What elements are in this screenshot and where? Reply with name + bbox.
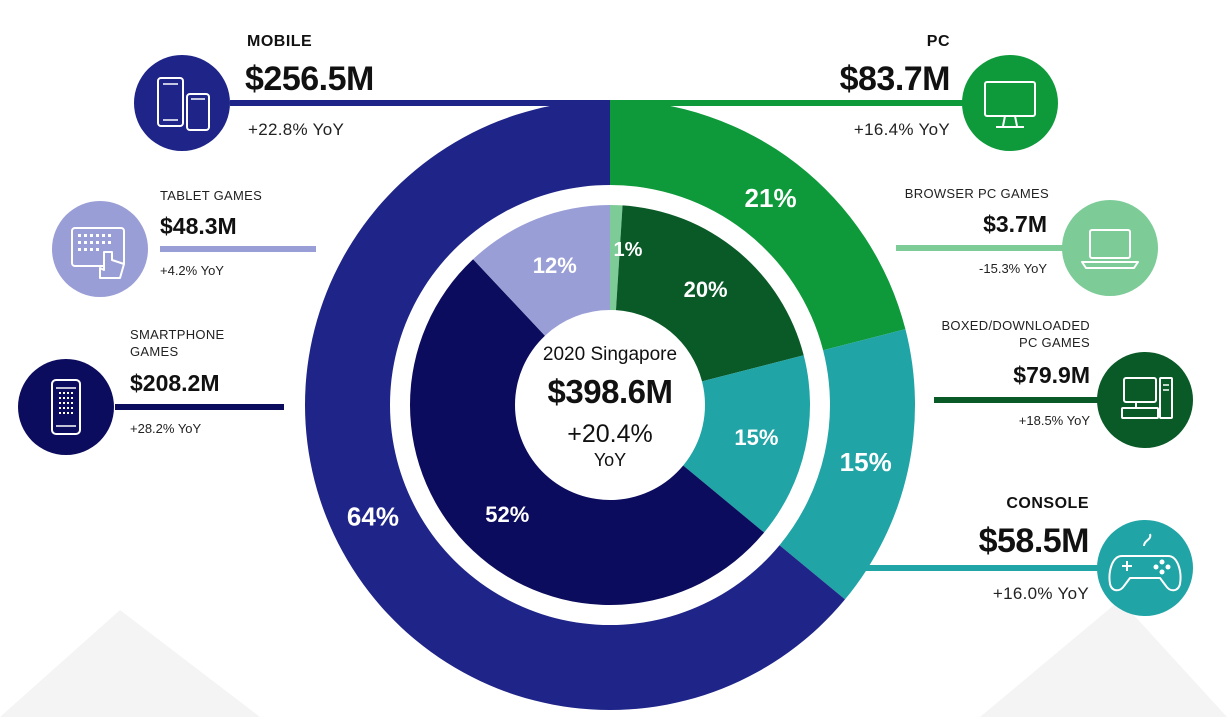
- laptop-icon: [1062, 200, 1158, 296]
- desktop-computer-icon: [1097, 352, 1193, 448]
- center-total: $398.6M: [547, 373, 673, 410]
- smartphone-category-line1: SMARTPHONE: [130, 327, 225, 342]
- inner-slice-smartphone-games: [409, 259, 765, 606]
- inner-label-smartphone-games: 52%: [485, 502, 529, 527]
- center-title: 2020 Singapore: [542, 344, 678, 365]
- slice-labels: 21% 15% 64% 1% 20% 15% 52% 12%: [347, 183, 892, 532]
- tablet-value: $48.3M: [160, 213, 237, 239]
- inner-label-tablet-games: 12%: [533, 253, 577, 278]
- mobile-devices-icon: [134, 55, 230, 151]
- background-shape: [0, 610, 260, 717]
- browser-yoy: -15.3% YoY: [979, 261, 1047, 276]
- outer-label-console: 15%: [840, 447, 892, 477]
- outer-slice-pc: [610, 100, 906, 351]
- outer-ring: [305, 100, 915, 710]
- boxed-category-line1: BOXED/DOWNLOADED: [941, 318, 1090, 333]
- pc-value: $83.7M: [839, 60, 951, 98]
- outer-label-pc: 21%: [745, 183, 797, 213]
- inner-label-boxed-downloaded-pc-games: 20%: [684, 277, 728, 302]
- mobile-yoy: +22.8% YoY: [248, 120, 345, 139]
- tablet-touch-icon: [52, 201, 148, 297]
- boxed-category-line2: PC GAMES: [1018, 335, 1090, 350]
- center-growth-unit: YoY: [593, 450, 627, 470]
- browser-value: $3.7M: [983, 211, 1047, 237]
- center-growth: +20.4%: [567, 420, 653, 448]
- inner-slice-console: [683, 355, 810, 533]
- inner-slice-browser-pc-games: [610, 205, 623, 311]
- pc-category: PC: [926, 33, 950, 50]
- monitor-icon: [962, 55, 1058, 151]
- browser-category: BROWSER PC GAMES: [904, 186, 1049, 201]
- boxed-yoy: +18.5% YoY: [1018, 413, 1090, 428]
- outer-label-mobile: 64%: [347, 502, 399, 532]
- console-yoy: +16.0% YoY: [992, 584, 1089, 603]
- inner-slice-boxed-downloaded-pc-games: [615, 205, 804, 382]
- tablet-yoy: +4.2% YoY: [160, 263, 224, 278]
- outer-slice-console: [779, 329, 915, 600]
- mobile-value: $256.5M: [245, 60, 374, 98]
- inner-label-console: 15%: [734, 425, 778, 450]
- smartphone-value: $208.2M: [130, 370, 220, 396]
- tablet-category: TABLET GAMES: [160, 188, 263, 203]
- console-value: $58.5M: [978, 522, 1090, 560]
- console-category: CONSOLE: [1006, 495, 1089, 512]
- smartphone-yoy: +28.2% YoY: [130, 421, 202, 436]
- background-shape: [980, 600, 1227, 717]
- inner-ring: [409, 205, 810, 606]
- smartphone-icon: [18, 359, 114, 455]
- inner-label-browser-pc-games: 1%: [614, 239, 643, 261]
- boxed-value: $79.9M: [1013, 362, 1090, 388]
- outer-slice-mobile: [305, 100, 846, 710]
- inner-slice-tablet-games: [473, 205, 610, 336]
- pc-yoy: +16.4% YoY: [853, 120, 950, 139]
- mobile-category: MOBILE: [247, 33, 313, 50]
- gamepad-icon: [1097, 520, 1193, 616]
- smartphone-category-line2: GAMES: [130, 344, 179, 359]
